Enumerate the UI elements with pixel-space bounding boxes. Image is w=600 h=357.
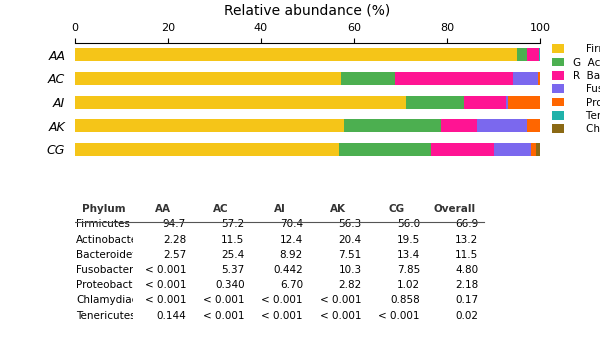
- Bar: [464, 96, 506, 109]
- Bar: [431, 143, 494, 156]
- Bar: [538, 72, 540, 85]
- Bar: [344, 119, 442, 132]
- Bar: [395, 72, 514, 85]
- Bar: [536, 143, 540, 156]
- Bar: [494, 143, 531, 156]
- Bar: [478, 119, 527, 132]
- Bar: [75, 48, 517, 61]
- Bar: [75, 72, 341, 85]
- Bar: [442, 119, 478, 132]
- Bar: [341, 72, 395, 85]
- Title: Relative abundance (%): Relative abundance (%): [224, 4, 391, 18]
- Bar: [539, 48, 540, 61]
- Bar: [339, 143, 431, 156]
- Bar: [517, 48, 527, 61]
- Bar: [531, 143, 536, 156]
- Bar: [527, 119, 540, 132]
- Bar: [75, 96, 406, 109]
- Bar: [527, 48, 539, 61]
- Bar: [506, 96, 508, 109]
- Bar: [514, 72, 538, 85]
- Bar: [406, 96, 464, 109]
- Legend:     Firmicutes, G  Actinobacteria, R  Bacteroidetes,     Fusobacteria,     Prote: Firmicutes, G Actinobacteria, R Bacteroi…: [550, 42, 600, 136]
- Bar: [508, 96, 540, 109]
- Bar: [75, 119, 344, 132]
- Bar: [75, 143, 339, 156]
